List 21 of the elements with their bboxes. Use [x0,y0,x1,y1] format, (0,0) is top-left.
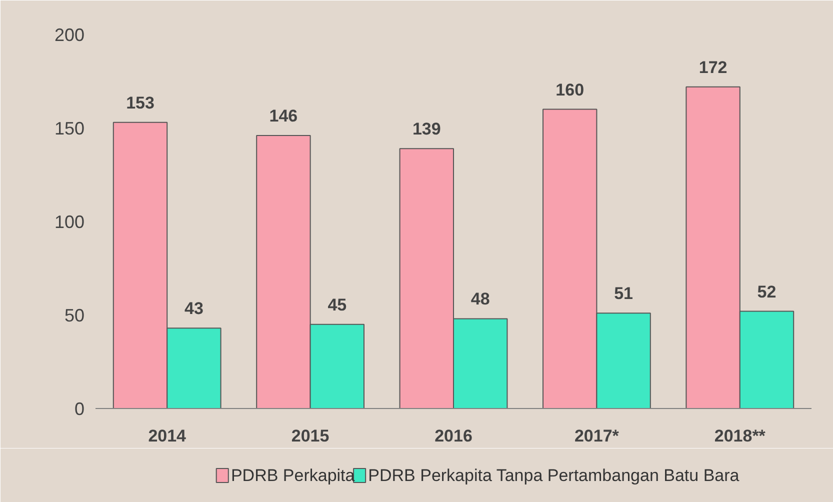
x-tick-label: 2014 [148,426,187,446]
x-tick-label: 2016 [434,426,472,446]
x-tick-label: 2018** [714,426,766,446]
y-tick-label: 0 [74,399,85,419]
y-tick-label: 150 [54,118,85,138]
data-label: 51 [614,284,634,304]
data-label: 43 [184,299,204,318]
data-label: 153 [126,93,154,112]
y-tick-label: 200 [54,25,85,45]
y-tick-label: 50 [64,306,85,326]
data-label: 52 [757,282,776,302]
data-label: 48 [470,290,490,309]
data-label: 146 [269,106,298,126]
data-label: 172 [698,58,728,77]
legend-label: PDRB Perkapita Tanpa Pertambangan Batu Bara [368,466,740,485]
y-tick-label: 100 [54,212,85,232]
x-tick-label: 2015 [291,426,330,446]
data-label: 160 [556,80,584,100]
data-label: 45 [328,295,347,314]
x-tick-label: 2017* [574,426,620,446]
data-label: 139 [412,120,441,139]
